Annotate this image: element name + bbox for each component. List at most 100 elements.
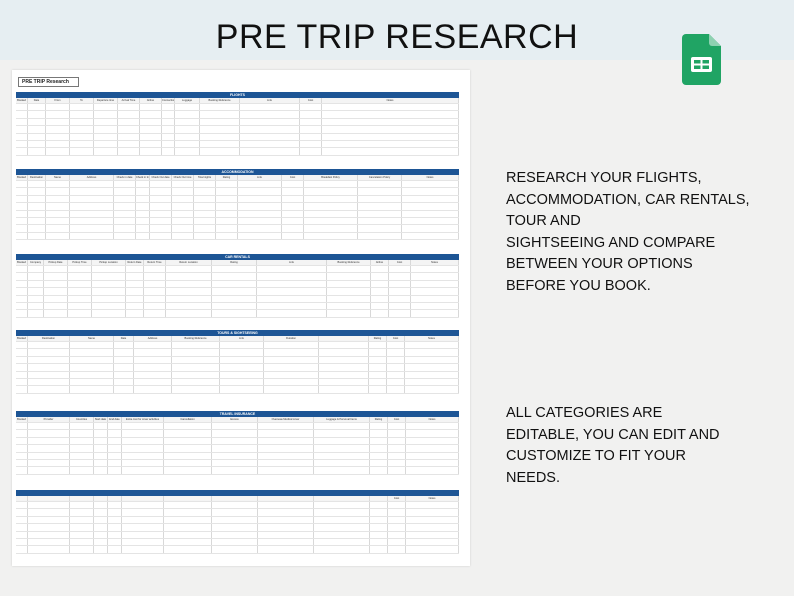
table-cell[interactable] [108, 430, 122, 437]
table-cell[interactable] [212, 459, 258, 467]
booked-cell[interactable] [16, 423, 28, 430]
table-cell[interactable] [358, 232, 402, 240]
table-cell[interactable] [175, 133, 200, 140]
table-cell[interactable] [114, 356, 134, 364]
table-cell[interactable] [28, 203, 46, 210]
table-cell[interactable] [405, 386, 459, 393]
table-cell[interactable] [258, 437, 314, 445]
table-cell[interactable] [238, 188, 282, 195]
table-cell[interactable] [136, 217, 150, 225]
table-cell[interactable] [46, 118, 70, 126]
table-cell[interactable] [258, 546, 314, 553]
table-cell[interactable] [28, 188, 46, 195]
table-cell[interactable] [70, 140, 94, 148]
table-cell[interactable] [144, 295, 166, 302]
table-cell[interactable] [194, 203, 216, 210]
table-cell[interactable] [387, 378, 405, 386]
table-cell[interactable] [114, 364, 134, 371]
table-cell[interactable] [94, 502, 108, 509]
table-cell[interactable] [122, 546, 164, 553]
table-cell[interactable] [216, 210, 238, 217]
table-cell[interactable] [282, 203, 304, 210]
table-cell[interactable] [164, 452, 212, 459]
table-cell[interactable] [402, 203, 459, 210]
table-cell[interactable] [282, 210, 304, 217]
table-cell[interactable] [212, 310, 257, 317]
booked-cell[interactable] [16, 356, 28, 364]
table-cell[interactable] [164, 445, 212, 452]
table-cell[interactable] [200, 140, 240, 148]
table-cell[interactable] [70, 104, 94, 111]
table-cell[interactable] [388, 509, 406, 516]
table-cell[interactable] [122, 459, 164, 467]
table-cell[interactable] [406, 546, 459, 553]
table-cell[interactable] [28, 509, 70, 516]
table-cell[interactable] [172, 188, 194, 195]
table-cell[interactable] [402, 232, 459, 240]
table-cell[interactable] [94, 452, 108, 459]
table-cell[interactable] [46, 148, 70, 155]
table-cell[interactable] [28, 181, 46, 188]
table-cell[interactable] [70, 378, 114, 386]
table-cell[interactable] [126, 273, 144, 280]
table-cell[interactable] [406, 502, 459, 509]
table-cell[interactable] [28, 118, 46, 126]
table-cell[interactable] [28, 445, 70, 452]
table-cell[interactable] [304, 217, 358, 225]
table-cell[interactable] [166, 266, 212, 273]
table-cell[interactable] [46, 195, 70, 203]
table-cell[interactable] [220, 342, 264, 349]
table-cell[interactable] [70, 111, 94, 118]
table-cell[interactable] [70, 349, 114, 356]
table-cell[interactable] [314, 531, 370, 538]
table-cell[interactable] [28, 295, 44, 302]
table-cell[interactable] [314, 423, 370, 430]
table-cell[interactable] [172, 181, 194, 188]
table-cell[interactable] [322, 148, 459, 155]
table-cell[interactable] [108, 531, 122, 538]
table-cell[interactable] [28, 225, 46, 232]
table-cell[interactable] [68, 266, 92, 273]
table-cell[interactable] [44, 310, 68, 317]
table-cell[interactable] [370, 445, 388, 452]
table-cell[interactable] [164, 430, 212, 437]
table-cell[interactable] [140, 140, 162, 148]
table-cell[interactable] [136, 225, 150, 232]
table-cell[interactable] [166, 273, 212, 280]
table-cell[interactable] [144, 266, 166, 273]
table-cell[interactable] [258, 531, 314, 538]
table-cell[interactable] [406, 509, 459, 516]
table-cell[interactable] [240, 111, 300, 118]
table-cell[interactable] [388, 531, 406, 538]
booked-cell[interactable] [16, 516, 28, 524]
table-cell[interactable] [134, 364, 172, 371]
table-cell[interactable] [304, 210, 358, 217]
table-cell[interactable] [257, 266, 327, 273]
table-cell[interactable] [369, 364, 387, 371]
table-cell[interactable] [300, 118, 322, 126]
table-cell[interactable] [28, 524, 70, 531]
table-cell[interactable] [92, 310, 126, 317]
table-cell[interactable] [327, 310, 371, 317]
booked-cell[interactable] [16, 342, 28, 349]
booked-cell[interactable] [16, 217, 28, 225]
table-cell[interactable] [94, 516, 108, 524]
table-cell[interactable] [212, 509, 258, 516]
booked-cell[interactable] [16, 459, 28, 467]
table-cell[interactable] [122, 445, 164, 452]
booked-cell[interactable] [16, 181, 28, 188]
table-cell[interactable] [118, 148, 140, 155]
table-cell[interactable] [136, 188, 150, 195]
table-cell[interactable] [389, 266, 411, 273]
table-cell[interactable] [200, 118, 240, 126]
booked-cell[interactable] [16, 467, 28, 474]
table-cell[interactable] [212, 538, 258, 546]
table-cell[interactable] [369, 342, 387, 349]
table-cell[interactable] [406, 423, 459, 430]
table-cell[interactable] [212, 531, 258, 538]
table-cell[interactable] [406, 430, 459, 437]
table-cell[interactable] [405, 378, 459, 386]
table-cell[interactable] [70, 203, 114, 210]
table-cell[interactable] [134, 349, 172, 356]
booked-cell[interactable] [16, 538, 28, 546]
